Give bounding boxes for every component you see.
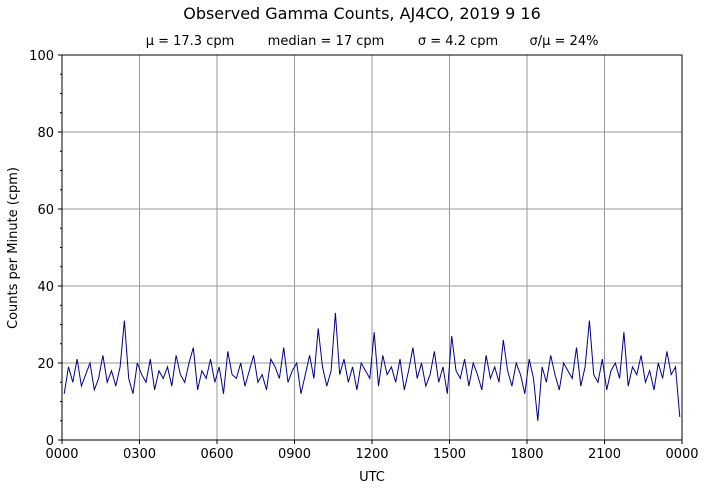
axes: 0000 0300 0600 0900 1200 1500 1800 2100 00000204… [29,49,698,462]
x-tick-label: 1200 [355,447,388,462]
x-tick-label: 0300 [123,447,156,462]
y-tick-label: 20 [37,357,54,372]
x-tick-label: 0900 [278,447,311,462]
stats-subtitle: μ = 17.3 cpm median = 17 cpm σ = 4.2 cpm… [146,34,599,49]
x-axis-label: UTC [359,470,385,485]
chart-title: Observed Gamma Counts, AJ4CO, 2019 9 16 [183,4,541,23]
counts-line [63,312,681,421]
series [63,312,681,421]
x-tick-label: 0000 [665,447,698,462]
stat-sigma: σ = 4.2 cpm [418,34,498,49]
x-tick-label: 0600 [200,447,233,462]
y-tick-label: 0 [46,434,54,449]
y-tick-label: 100 [29,49,54,64]
x-tick-label: 1800 [510,447,543,462]
y-tick-label: 40 [37,280,54,295]
x-tick-label: 2100 [588,447,621,462]
y-tick-label: 80 [37,126,54,141]
grid [61,54,683,441]
x-tick-label: 0000 [45,447,78,462]
x-tick-label: 1500 [433,447,466,462]
stat-cv: σ/μ = 24% [530,34,599,49]
y-axis-label: Counts per Minute (cpm) [6,167,21,329]
stat-mean: μ = 17.3 cpm [146,34,235,49]
stat-median: median = 17 cpm [268,34,385,49]
y-tick-label: 60 [37,203,54,218]
